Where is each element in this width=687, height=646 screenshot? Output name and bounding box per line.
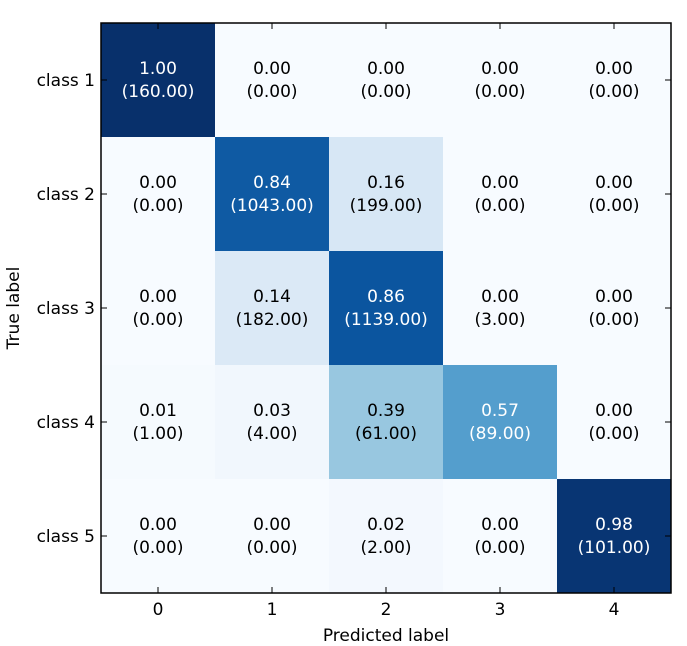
- heatmap-cell-r2-c4: [557, 137, 672, 252]
- heatmap-cell-r1-c3: [443, 23, 558, 138]
- heatmap-cell-r1-c1: [215, 23, 330, 138]
- heatmap-cell-labels: 1.00 (160.00) 0.00 (0.00) 0.00 (0.00) 0.00 (0.0…: [122, 59, 651, 558]
- cell-count-r5-c2: (2.00): [360, 538, 411, 558]
- cell-ratio-r5-c1: 0.00: [253, 515, 291, 535]
- y-tick-label-class-3: class 3: [37, 299, 95, 319]
- y-tick-label-class-4: class 4: [37, 413, 95, 433]
- y-tick-label-class-2: class 2: [37, 185, 95, 205]
- cell-count-r1-c3: (0.00): [474, 82, 525, 102]
- cell-count-r1-c0: (160.00): [122, 82, 195, 102]
- heatmap-cell-r5-c4: [557, 479, 672, 594]
- heatmap-cell-r4-c0: [101, 365, 216, 480]
- heatmap-cell-r5-c1: [215, 479, 330, 594]
- heatmap-cell-r4-c2: [329, 365, 444, 480]
- cell-count-r1-c4: (0.00): [588, 82, 639, 102]
- cell-count-r1-c1: (0.00): [246, 82, 297, 102]
- x-axis-label: Predicted label: [323, 626, 449, 646]
- cell-ratio-r2-c4: 0.00: [595, 173, 633, 193]
- heatmap-cell-r1-c2: [329, 23, 444, 138]
- heatmap-cell-r3-c4: [557, 251, 672, 366]
- x-tick-label-2: 2: [381, 600, 392, 620]
- cell-count-r4-c1: (4.00): [246, 424, 297, 444]
- cell-ratio-r3-c0: 0.00: [139, 287, 177, 307]
- heatmap-cell-r2-c2: [329, 137, 444, 252]
- cell-count-r3-c2: (1139.00): [344, 310, 428, 330]
- y-axis-label: True label: [4, 267, 24, 351]
- cell-ratio-r2-c1: 0.84: [253, 173, 291, 193]
- heatmap-cell-r3-c3: [443, 251, 558, 366]
- cell-ratio-r5-c2: 0.02: [367, 515, 405, 535]
- cell-count-r5-c1: (0.00): [246, 538, 297, 558]
- heatmap-cell-r5-c2: [329, 479, 444, 594]
- cell-count-r4-c0: (1.00): [132, 424, 183, 444]
- cell-ratio-r4-c2: 0.39: [367, 401, 405, 421]
- cell-ratio-r3-c1: 0.14: [253, 287, 291, 307]
- cell-count-r5-c4: (101.00): [578, 538, 651, 558]
- cell-ratio-r4-c0: 0.01: [139, 401, 177, 421]
- cell-ratio-r3-c3: 0.00: [481, 287, 519, 307]
- heatmap-cell-r3-c0: [101, 251, 216, 366]
- heatmap-cell-r5-c3: [443, 479, 558, 594]
- cell-count-r5-c3: (0.00): [474, 538, 525, 558]
- x-tick-label-3: 3: [495, 600, 506, 620]
- heatmap-cell-r1-c0: [101, 23, 216, 138]
- y-axis-ticks: class 1 class 2 class 3 class 4 class 5: [37, 71, 671, 547]
- cell-count-r4-c4: (0.00): [588, 424, 639, 444]
- cell-ratio-r2-c2: 0.16: [367, 173, 405, 193]
- heatmap-cell-r4-c3: [443, 365, 558, 480]
- cell-count-r4-c3: (89.00): [469, 424, 531, 444]
- x-axis-ticks: 0 1 2 3 4: [153, 23, 620, 620]
- cell-ratio-r5-c3: 0.00: [481, 515, 519, 535]
- cell-count-r5-c0: (0.00): [132, 538, 183, 558]
- cell-ratio-r4-c3: 0.57: [481, 401, 519, 421]
- cell-count-r2-c2: (199.00): [350, 196, 423, 216]
- heatmap-cell-r1-c4: [557, 23, 672, 138]
- cell-ratio-r1-c4: 0.00: [595, 59, 633, 79]
- heatmap-cell-r3-c1: [215, 251, 330, 366]
- cell-count-r4-c2: (61.00): [355, 424, 417, 444]
- heatmap-cells: [101, 23, 672, 594]
- cell-ratio-r1-c1: 0.00: [253, 59, 291, 79]
- cell-count-r3-c3: (3.00): [474, 310, 525, 330]
- cell-count-r2-c4: (0.00): [588, 196, 639, 216]
- heatmap-cell-r2-c3: [443, 137, 558, 252]
- cell-count-r2-c1: (1043.00): [230, 196, 314, 216]
- cell-ratio-r4-c4: 0.00: [595, 401, 633, 421]
- cell-count-r1-c2: (0.00): [360, 82, 411, 102]
- y-tick-label-class-5: class 5: [37, 527, 95, 547]
- cell-count-r3-c1: (182.00): [236, 310, 309, 330]
- y-tick-label-class-1: class 1: [37, 71, 95, 91]
- heatmap-cell-r5-c0: [101, 479, 216, 594]
- cell-ratio-r3-c4: 0.00: [595, 287, 633, 307]
- cell-ratio-r4-c1: 0.03: [253, 401, 291, 421]
- cell-ratio-r5-c0: 0.00: [139, 515, 177, 535]
- heatmap-cell-r4-c4: [557, 365, 672, 480]
- cell-ratio-r2-c3: 0.00: [481, 173, 519, 193]
- cell-ratio-r1-c3: 0.00: [481, 59, 519, 79]
- cell-count-r3-c0: (0.00): [132, 310, 183, 330]
- cell-ratio-r3-c2: 0.86: [367, 287, 405, 307]
- cell-count-r2-c0: (0.00): [132, 196, 183, 216]
- x-tick-label-4: 4: [609, 600, 620, 620]
- heatmap-cell-r3-c2: [329, 251, 444, 366]
- cell-ratio-r1-c2: 0.00: [367, 59, 405, 79]
- cell-ratio-r5-c4: 0.98: [595, 515, 633, 535]
- heatmap-cell-r2-c0: [101, 137, 216, 252]
- x-tick-label-1: 1: [267, 600, 278, 620]
- heatmap-cell-r4-c1: [215, 365, 330, 480]
- cell-count-r2-c3: (0.00): [474, 196, 525, 216]
- heatmap-cell-r2-c1: [215, 137, 330, 252]
- cell-ratio-r2-c0: 0.00: [139, 173, 177, 193]
- cell-ratio-r1-c0: 1.00: [139, 59, 177, 79]
- x-tick-label-0: 0: [153, 600, 164, 620]
- cell-count-r3-c4: (0.00): [588, 310, 639, 330]
